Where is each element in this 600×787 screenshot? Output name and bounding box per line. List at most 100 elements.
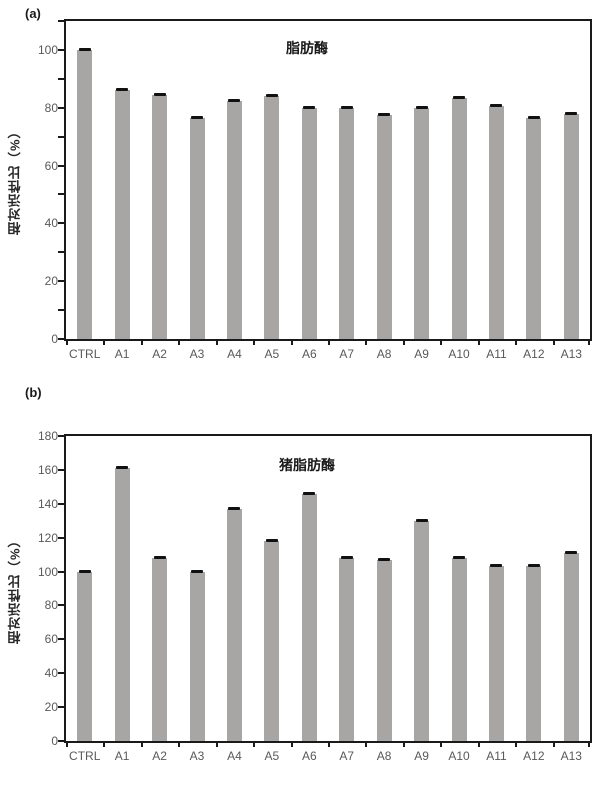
bar-a10 — [451, 97, 467, 339]
y-axis-tick — [58, 48, 65, 51]
y-axis-tick-label: 80 — [44, 598, 58, 613]
y-axis-tick — [58, 502, 65, 505]
x-axis-tick — [178, 743, 181, 747]
x-axis-tick — [365, 743, 368, 747]
bar-a12 — [526, 117, 542, 339]
error-bar-cap-a11 — [490, 564, 503, 568]
panel-b-chart-title: 猪脂肪酶 — [279, 457, 336, 473]
x-axis-tick — [140, 341, 143, 345]
y-axis-tick — [58, 570, 65, 573]
y-axis-tick-label: 60 — [44, 632, 58, 647]
bar-ctrl — [77, 49, 93, 339]
x-axis-tick — [328, 341, 330, 345]
y-axis-tick-label: 60 — [44, 158, 58, 173]
error-bar-cap-a12 — [527, 564, 540, 568]
y-axis-tick — [58, 604, 65, 607]
error-bar-cap-a7 — [340, 105, 353, 109]
bar-a1 — [114, 90, 130, 339]
x-axis-tick — [178, 341, 181, 345]
panel-a-label: (a) — [25, 6, 41, 21]
x-axis-tick — [215, 743, 218, 747]
x-axis-tick — [552, 743, 555, 747]
x-axis-label-a1: A1 — [114, 347, 130, 361]
bar-a10 — [451, 558, 467, 741]
y-axis-tick-label: 40 — [44, 216, 58, 231]
error-bar-cap-a8 — [378, 557, 391, 561]
error-bar-cap-a8 — [378, 112, 391, 116]
error-bar-cap-a5 — [265, 539, 278, 543]
error-bar-cap-a6 — [303, 491, 316, 495]
y-axis-tick — [58, 164, 65, 167]
error-bar-cap-a11 — [490, 104, 503, 108]
y-axis-tick-label: 160 — [37, 462, 58, 477]
bar-a9 — [414, 520, 430, 741]
error-bar-cap-a4 — [228, 98, 241, 102]
x-axis-label-a9: A9 — [414, 347, 429, 361]
error-bar-cap-a3 — [191, 115, 203, 119]
x-axis-label-a5: A5 — [264, 347, 280, 361]
x-axis-label-a3: A3 — [189, 749, 205, 763]
x-axis-label-a7: A7 — [339, 749, 355, 763]
x-axis-tick — [253, 341, 256, 345]
panel-b-plot-area: 猪脂肪酶 0 20 40 60 80 100 120 140 160 180 CTRL A1 A2 A3 A… — [38, 429, 592, 763]
bar-a5 — [264, 96, 280, 339]
x-axis-tick — [402, 743, 405, 747]
bar-a2 — [152, 94, 168, 339]
y-axis-tick-label: 20 — [44, 700, 58, 715]
x-axis-label-a3: A3 — [189, 347, 205, 361]
x-axis-tick — [290, 341, 293, 345]
bar-a8 — [376, 114, 392, 339]
x-axis-label-a11: A11 — [486, 749, 507, 763]
y-axis-tick — [58, 251, 65, 254]
x-axis-tick — [552, 341, 555, 345]
y-axis-tick — [58, 468, 65, 471]
panel-a-plot-area: 脂肪酶 0 20 40 60 80 100 CTRL A1 A2 A3 A4 A5 A6 A7 A8 A9 A1… — [38, 19, 592, 361]
x-axis-label-a12: A12 — [523, 347, 545, 361]
panel-b: (b) 相对活性比（%） 猪脂肪酶 0 20 40 60 80 100 120 140 160 1… — [0, 380, 600, 787]
x-axis-label-ctrl: CTRL — [69, 347, 101, 361]
error-bar-cap-a4 — [228, 506, 241, 510]
x-axis-tick — [588, 341, 590, 345]
x-axis-tick — [477, 743, 480, 747]
y-axis-tick — [58, 106, 65, 109]
y-axis-tick-label: 20 — [44, 274, 58, 289]
x-axis-tick — [253, 743, 256, 747]
error-bar-cap-a2 — [153, 92, 166, 96]
x-axis-tick — [440, 341, 443, 345]
y-axis-tick — [58, 435, 65, 437]
y-axis-tick — [58, 638, 65, 641]
x-axis-tick — [66, 743, 68, 747]
y-axis-tick-label: 0 — [51, 332, 58, 346]
x-axis-label-ctrl: CTRL — [69, 749, 101, 763]
panel-a-chart-title: 脂肪酶 — [286, 40, 329, 56]
error-bar-cap-a7 — [340, 556, 353, 559]
x-axis-label-a10: A10 — [448, 749, 470, 763]
x-axis-tick — [440, 743, 443, 747]
panel-a: (a) 相对活性比（%） 脂肪酶 0 20 40 60 80 100 CTRL A1 A2 A3 A… — [0, 0, 600, 380]
x-axis-label-a9: A9 — [414, 749, 429, 763]
bar-a7 — [339, 107, 355, 339]
x-axis-label-a8: A8 — [376, 347, 392, 361]
bar-a11 — [488, 566, 504, 741]
bar-a1 — [114, 468, 130, 741]
bar-ctrl — [77, 571, 93, 741]
y-axis-tick-label: 100 — [37, 42, 58, 57]
x-axis-label-a4: A4 — [227, 749, 242, 763]
x-axis-tick — [290, 743, 293, 747]
y-axis-tick — [58, 309, 65, 312]
error-bar-cap-a13 — [565, 550, 578, 554]
y-axis-tick-label: 140 — [37, 496, 58, 511]
bar-a7 — [339, 558, 355, 741]
x-axis-label-a11: A11 — [486, 347, 507, 361]
x-axis-label-a1: A1 — [114, 749, 130, 763]
y-axis-tick — [58, 706, 65, 709]
error-bar-cap-ctrl — [78, 47, 91, 51]
y-axis-tick-label: 120 — [37, 530, 58, 545]
y-axis-tick — [58, 672, 65, 675]
x-axis-label-a6: A6 — [301, 347, 317, 361]
x-axis-label-a2: A2 — [152, 347, 167, 361]
y-axis-tick — [58, 280, 65, 283]
x-axis-tick — [515, 341, 518, 345]
x-axis-label-a8: A8 — [376, 749, 392, 763]
bar-a6 — [301, 107, 317, 339]
